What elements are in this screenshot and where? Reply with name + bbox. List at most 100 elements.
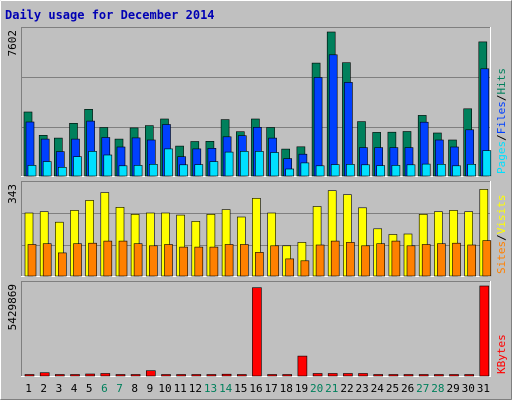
day-label: 15 (234, 382, 247, 395)
legend: Pages/Files/Hits (495, 68, 508, 174)
sites-bar (376, 243, 386, 277)
pages-bar (452, 165, 461, 177)
kbytes-bar (237, 374, 247, 377)
sites-bar (149, 245, 158, 277)
pages-bar (42, 161, 52, 177)
sites-bar (270, 245, 279, 277)
legend-kbytes: KBytes (495, 334, 508, 374)
day-label: 22 (340, 382, 353, 395)
kbytes-bar (267, 374, 277, 377)
kbytes-bar (343, 373, 353, 377)
chart-title: Daily usage for December 2014 (5, 8, 215, 22)
sites-bar (437, 243, 446, 277)
pages-bar (103, 154, 113, 177)
kbytes-bar (146, 370, 156, 377)
pages-bar (437, 164, 446, 177)
kbytes-bar (252, 287, 262, 377)
day-label: 27 (416, 382, 429, 395)
pages-bar (285, 168, 295, 177)
sites-bar (285, 258, 295, 277)
y-max-label: 7602 (6, 30, 19, 57)
day-label: 25 (386, 382, 399, 395)
legend-separator: / (495, 234, 508, 241)
pages-bar (194, 164, 204, 177)
legend-files: Files (495, 101, 508, 134)
day-label: 11 (174, 382, 187, 395)
sites-bar (315, 244, 325, 277)
sites-bar (88, 242, 97, 277)
day-label: 21 (325, 382, 338, 395)
legend-hits: Hits (495, 68, 508, 95)
day-label: 12 (189, 382, 202, 395)
legend-separator: / (495, 95, 508, 102)
sites-bar (42, 243, 52, 277)
sites-bar (240, 244, 249, 277)
y-max-label: 5429869 (6, 284, 19, 330)
pages-bar (179, 164, 188, 177)
pages-bar (300, 162, 310, 177)
sites-bar (391, 240, 401, 277)
pages-bar (164, 148, 173, 177)
sites-bar (361, 245, 370, 277)
files-bar (313, 77, 323, 177)
kbytes-bar (282, 374, 293, 377)
kbytes-bar (191, 374, 202, 377)
kbytes-bar (418, 374, 429, 377)
pages-bar (391, 165, 401, 177)
day-label: 18 (280, 382, 293, 395)
pages-bar (57, 167, 67, 177)
sites-bar (118, 240, 128, 277)
day-label: 4 (71, 382, 78, 395)
day-label: 6 (101, 382, 108, 395)
day-label: 2 (40, 382, 47, 395)
kbytes-bar (388, 374, 399, 377)
kbytes-bar (373, 374, 384, 377)
pages-bar (406, 164, 416, 177)
pages-bar (118, 165, 128, 177)
day-label: 26 (401, 382, 414, 395)
kbytes-bar (403, 374, 414, 377)
pages-bar (270, 152, 279, 177)
pages-bar (467, 164, 477, 177)
sites-bar (300, 260, 310, 277)
pages-bar (73, 156, 82, 177)
day-label: 28 (431, 382, 444, 395)
pages-bar (224, 151, 234, 177)
legend: KBytes (495, 334, 508, 374)
pages-bar (361, 164, 370, 177)
sites-bar (406, 245, 416, 277)
day-label: 7 (116, 382, 123, 395)
day-label: 19 (295, 382, 308, 395)
day-label: 16 (249, 382, 262, 395)
kbytes-bar (434, 374, 444, 377)
sites-bar (57, 252, 67, 277)
pages-bar (27, 165, 37, 177)
day-label: 1 (25, 382, 32, 395)
sites-bar (164, 244, 173, 277)
sites-bar (103, 240, 113, 277)
kbytes-bar (39, 372, 50, 377)
day-label: 8 (131, 382, 138, 395)
kbytes-bar (312, 373, 323, 377)
day-label: 13 (204, 382, 217, 395)
pages-bar (255, 151, 264, 177)
sites-bar (224, 244, 234, 277)
pages-bar (133, 165, 143, 177)
pages-bar (482, 150, 492, 177)
kbytes-bar (85, 373, 95, 377)
day-label: 3 (56, 382, 63, 395)
kbytes-bar (100, 373, 111, 377)
legend-sites: Sites (495, 241, 508, 274)
kbytes-bar (479, 285, 490, 377)
y-max-label: 343 (6, 184, 19, 204)
sites-bar (482, 240, 492, 277)
legend-pages: Pages (495, 141, 508, 174)
sites-bar (346, 242, 355, 277)
kbytes-bar (221, 373, 232, 377)
day-label: 9 (147, 382, 154, 395)
kbytes-bar (176, 374, 186, 377)
day-label: 5 (86, 382, 93, 395)
pages-bar (149, 164, 158, 177)
pages-bar (209, 161, 219, 177)
